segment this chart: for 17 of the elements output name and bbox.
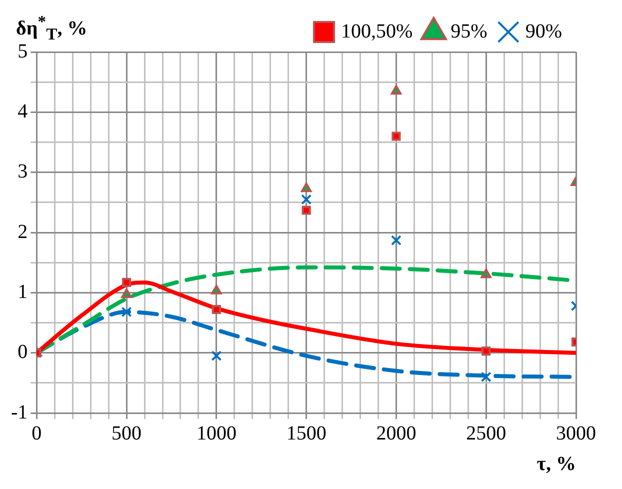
x-tick-label: 0 [32, 422, 42, 444]
x-axis-title: τ, % [536, 453, 576, 476]
y-tick-label: -1 [10, 401, 28, 424]
x-tick-label: 500 [112, 422, 142, 444]
y-tick-label: 3 [18, 160, 28, 183]
legend-label: 90% [525, 20, 562, 42]
x-tick-label: 3000 [556, 422, 596, 444]
x-tick-label: 1000 [196, 422, 236, 444]
y-tick-label: 0 [18, 341, 28, 364]
legend-label: 95% [450, 20, 488, 42]
y-tick-label: 1 [18, 280, 28, 303]
x-tick-label: 1500 [286, 422, 326, 444]
legend-label: 100,50% [341, 20, 413, 42]
x-tick-label: 2500 [466, 422, 506, 444]
x-tick-label: 2000 [376, 422, 416, 444]
y-tick-label: 2 [18, 220, 28, 243]
y-tick-label: 4 [18, 100, 28, 122]
